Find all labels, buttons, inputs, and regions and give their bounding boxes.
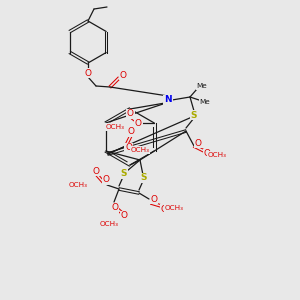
Text: OCH₃: OCH₃ — [208, 152, 226, 158]
Text: O: O — [127, 110, 134, 118]
Text: OCH₃: OCH₃ — [164, 205, 184, 211]
Text: O: O — [103, 176, 110, 184]
Text: O: O — [92, 167, 100, 176]
Text: O: O — [203, 149, 211, 158]
Text: OCH₃: OCH₃ — [105, 124, 124, 130]
Text: O: O — [119, 70, 127, 80]
Text: S: S — [191, 110, 197, 119]
Text: S: S — [141, 173, 147, 182]
Text: O: O — [194, 139, 202, 148]
Text: O: O — [127, 128, 134, 136]
Text: N: N — [164, 95, 172, 104]
Text: O: O — [160, 205, 167, 214]
Text: O: O — [135, 118, 142, 127]
Text: O: O — [85, 68, 92, 77]
Text: OCH₃: OCH₃ — [69, 182, 88, 188]
Text: O: O — [112, 203, 118, 212]
Text: O: O — [121, 212, 128, 220]
Text: Me: Me — [196, 83, 207, 89]
Text: OCH₃: OCH₃ — [100, 221, 118, 227]
Text: Me: Me — [200, 99, 210, 105]
Text: OCH₃: OCH₃ — [130, 147, 149, 153]
Text: S: S — [121, 169, 127, 178]
Text: O: O — [125, 143, 132, 152]
Text: O: O — [151, 194, 158, 203]
